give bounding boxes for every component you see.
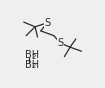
Text: BH: BH <box>25 60 39 70</box>
Text: BH: BH <box>25 50 39 60</box>
Text: S: S <box>44 18 50 28</box>
Text: 2: 2 <box>32 63 36 69</box>
Text: 2: 2 <box>32 54 36 60</box>
Text: S: S <box>57 38 63 48</box>
